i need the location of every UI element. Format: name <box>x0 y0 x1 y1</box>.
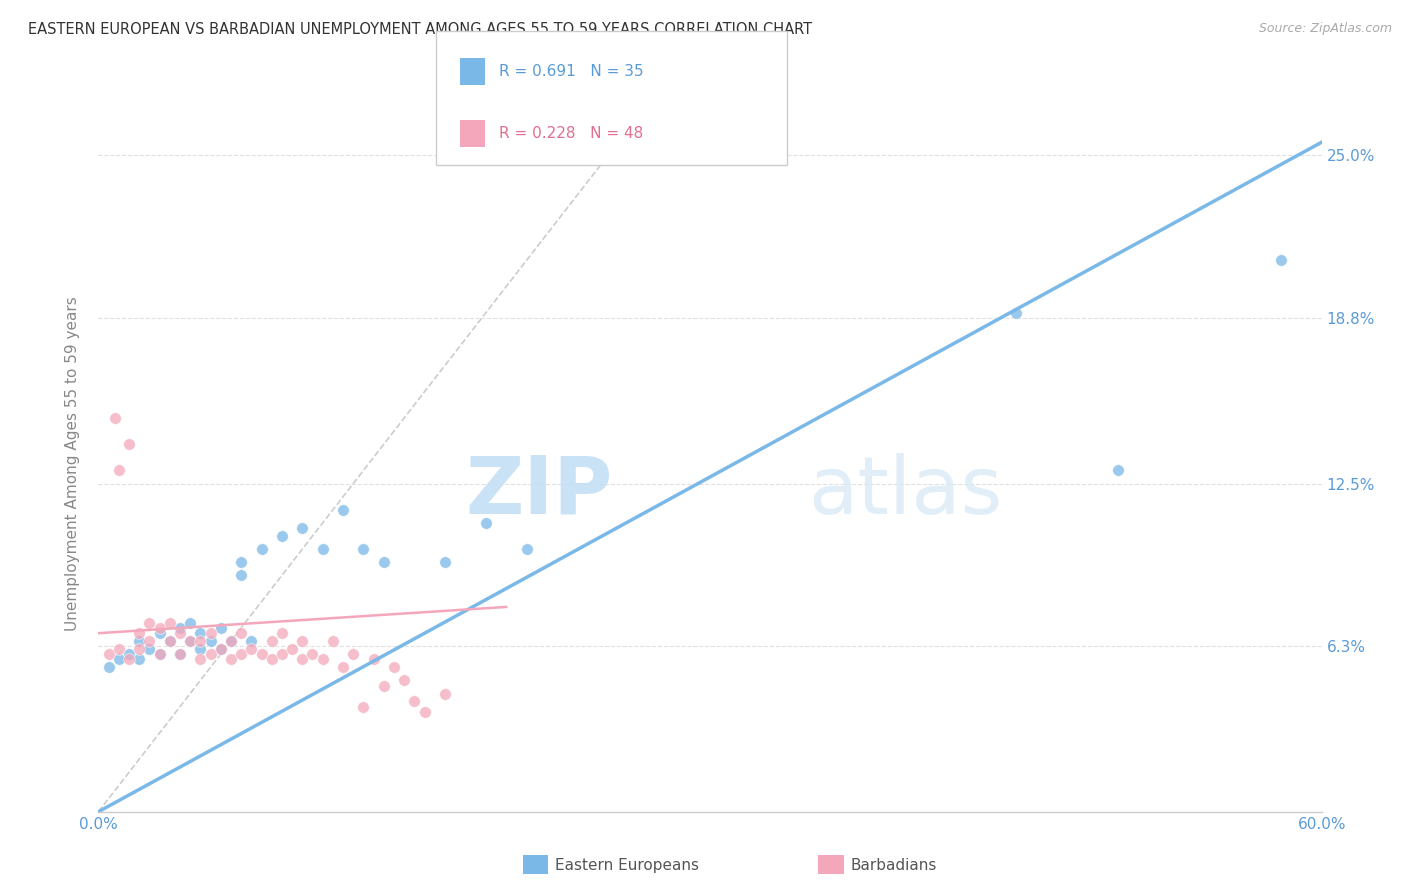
Point <box>188 626 212 640</box>
Point <box>138 615 160 630</box>
Point <box>404 694 426 708</box>
Text: R = 0.228   N = 48: R = 0.228 N = 48 <box>499 127 644 141</box>
Point <box>231 647 253 661</box>
Point <box>200 634 222 648</box>
Point <box>332 660 354 674</box>
Point <box>128 626 150 640</box>
Point <box>169 647 191 661</box>
Point <box>169 647 191 661</box>
Text: R = 0.691   N = 35: R = 0.691 N = 35 <box>499 64 644 78</box>
Point <box>413 705 436 719</box>
Text: Eastern Europeans: Eastern Europeans <box>555 858 699 872</box>
Point <box>231 568 253 582</box>
Point <box>169 626 191 640</box>
Point <box>138 642 160 657</box>
Point <box>250 647 273 661</box>
Point <box>281 642 304 657</box>
Point <box>188 642 212 657</box>
Point <box>118 437 141 451</box>
Point <box>108 652 131 666</box>
Point <box>97 660 120 674</box>
Point <box>312 652 335 666</box>
Point <box>209 642 232 657</box>
Point <box>219 652 242 666</box>
Point <box>159 615 181 630</box>
Point <box>128 642 150 657</box>
Point <box>382 660 405 674</box>
Point <box>1107 463 1129 477</box>
Text: atlas: atlas <box>808 452 1002 531</box>
Point <box>138 634 160 648</box>
Point <box>108 642 131 657</box>
Point <box>209 642 232 657</box>
Point <box>149 626 172 640</box>
Point <box>270 647 294 661</box>
Point <box>291 521 314 535</box>
Point <box>188 634 212 648</box>
Point <box>179 634 201 648</box>
Point <box>128 634 150 648</box>
Point <box>240 642 263 657</box>
Point <box>434 687 457 701</box>
Point <box>322 634 344 648</box>
Point <box>179 634 201 648</box>
Point <box>240 634 263 648</box>
Point <box>373 679 395 693</box>
Point <box>231 626 253 640</box>
Point <box>1270 253 1292 268</box>
Point <box>392 673 416 688</box>
Point <box>301 647 323 661</box>
Point <box>516 542 538 557</box>
Point <box>128 652 150 666</box>
Point <box>209 621 232 635</box>
Point <box>332 503 354 517</box>
Point <box>270 529 294 543</box>
Point <box>260 652 283 666</box>
Point <box>1004 306 1026 320</box>
Point <box>188 652 212 666</box>
Y-axis label: Unemployment Among Ages 55 to 59 years: Unemployment Among Ages 55 to 59 years <box>65 296 80 632</box>
Point <box>219 634 242 648</box>
Point <box>363 652 385 666</box>
Point <box>352 542 374 557</box>
Point <box>260 634 283 648</box>
Point <box>159 634 181 648</box>
Point <box>231 555 253 569</box>
Point <box>118 652 141 666</box>
Point <box>159 634 181 648</box>
Point <box>474 516 498 530</box>
Text: ZIP: ZIP <box>465 452 612 531</box>
Point <box>342 647 364 661</box>
Point <box>149 647 172 661</box>
Point <box>200 626 222 640</box>
Point <box>373 555 395 569</box>
Text: EASTERN EUROPEAN VS BARBADIAN UNEMPLOYMENT AMONG AGES 55 TO 59 YEARS CORRELATION: EASTERN EUROPEAN VS BARBADIAN UNEMPLOYME… <box>28 22 813 37</box>
Point <box>118 647 141 661</box>
Point <box>169 621 191 635</box>
Point <box>200 647 222 661</box>
Point <box>97 647 120 661</box>
Point <box>219 634 242 648</box>
Point <box>104 410 127 425</box>
Point <box>352 699 374 714</box>
Point <box>108 463 131 477</box>
Point <box>434 555 457 569</box>
Point <box>250 542 273 557</box>
Point <box>312 542 335 557</box>
Text: Barbadians: Barbadians <box>851 858 936 872</box>
Point <box>179 615 201 630</box>
Point <box>291 634 314 648</box>
Point <box>270 626 294 640</box>
Point <box>291 652 314 666</box>
Point <box>149 621 172 635</box>
Point <box>149 647 172 661</box>
Text: Source: ZipAtlas.com: Source: ZipAtlas.com <box>1258 22 1392 36</box>
